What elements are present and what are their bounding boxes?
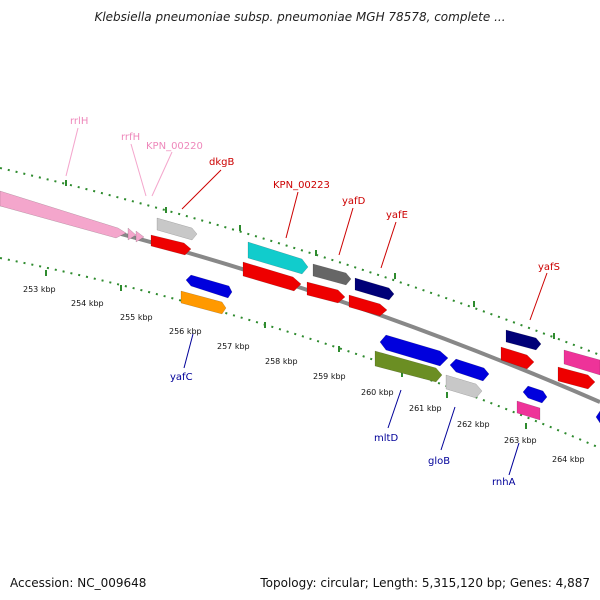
gene-label[interactable]: KPN_00220 xyxy=(146,141,203,152)
gene-arrow[interactable] xyxy=(354,277,395,301)
ruler-label: 257 kbp xyxy=(217,342,250,351)
gene-arrow[interactable] xyxy=(312,263,352,286)
gene-arrow[interactable] xyxy=(185,274,233,299)
gene-labels-top: rrlH rrfH KPN_00220 dkgB KPN_00223 yafD … xyxy=(70,116,560,273)
gene-arrow[interactable] xyxy=(348,294,388,317)
ruler-label: 262 kbp xyxy=(457,420,490,429)
gene-label[interactable]: dkgB xyxy=(209,157,234,168)
gene-label[interactable]: gloB xyxy=(428,456,450,467)
ruler-label: 253 kbp xyxy=(23,285,56,294)
gene-arrow[interactable] xyxy=(150,234,192,256)
accession-text: Accession: NC_009648 xyxy=(10,576,147,590)
leader-lines-top xyxy=(65,127,548,321)
gene-arrow[interactable] xyxy=(500,346,535,370)
gene-arrow[interactable] xyxy=(374,350,443,383)
ruler-labels: 253 kbp 254 kbp 255 kbp 256 kbp 257 kbp … xyxy=(23,285,585,464)
gene-arrow[interactable] xyxy=(557,366,596,390)
gene-arrow[interactable] xyxy=(247,241,309,275)
gene-arrow[interactable] xyxy=(156,217,198,241)
leader-lines-bottom xyxy=(183,333,520,476)
gene-arrow[interactable] xyxy=(306,281,346,304)
gene-arrow[interactable] xyxy=(449,358,490,382)
feature-track xyxy=(0,190,600,424)
gene-arrow[interactable] xyxy=(379,334,449,367)
ruler-label: 256 kbp xyxy=(169,327,202,336)
major-ticks-bottom xyxy=(45,270,527,429)
gene-label[interactable]: yafS xyxy=(538,262,560,273)
gene-arrow[interactable] xyxy=(242,261,302,292)
gene-arrow[interactable] xyxy=(135,230,145,243)
gene-label[interactable]: yafC xyxy=(170,372,193,383)
ruler-label: 261 kbp xyxy=(409,404,442,413)
gene-arrow[interactable] xyxy=(516,400,541,421)
ruler-label: 254 kbp xyxy=(71,299,104,308)
gene-label[interactable]: mltD xyxy=(374,433,398,444)
summary-text: Topology: circular; Length: 5,315,120 bp… xyxy=(260,576,590,590)
ruler-label: 255 kbp xyxy=(120,313,153,322)
gene-label[interactable]: rnhA xyxy=(492,477,516,488)
gene-label[interactable]: yafD xyxy=(342,196,366,207)
gene-arrow[interactable] xyxy=(0,190,127,239)
gene-label[interactable]: yafE xyxy=(386,210,408,221)
ruler-label: 258 kbp xyxy=(265,357,298,366)
gene-label[interactable]: rrlH xyxy=(70,116,88,127)
gene-arrow[interactable] xyxy=(595,410,600,424)
ruler-label: 259 kbp xyxy=(313,372,346,381)
gene-arrow[interactable] xyxy=(445,374,483,399)
map-title: Klebsiella pneumoniae subsp. pneumoniae … xyxy=(94,10,506,24)
gene-arrow[interactable] xyxy=(563,349,600,376)
gene-arrow[interactable] xyxy=(522,385,548,404)
gene-arrow[interactable] xyxy=(505,329,542,351)
major-ticks-top xyxy=(65,180,555,339)
ruler-label: 263 kbp xyxy=(504,436,537,445)
gene-arrow[interactable] xyxy=(180,290,227,315)
gene-arrow[interactable] xyxy=(127,227,137,241)
ruler-label: 260 kbp xyxy=(361,388,394,397)
gene-label[interactable]: KPN_00223 xyxy=(273,180,330,191)
gene-labels-bottom: yafC mltD gloB rnhA xyxy=(170,372,516,488)
gene-label[interactable]: rrfH xyxy=(121,132,140,143)
ruler-label: 264 kbp xyxy=(552,455,585,464)
